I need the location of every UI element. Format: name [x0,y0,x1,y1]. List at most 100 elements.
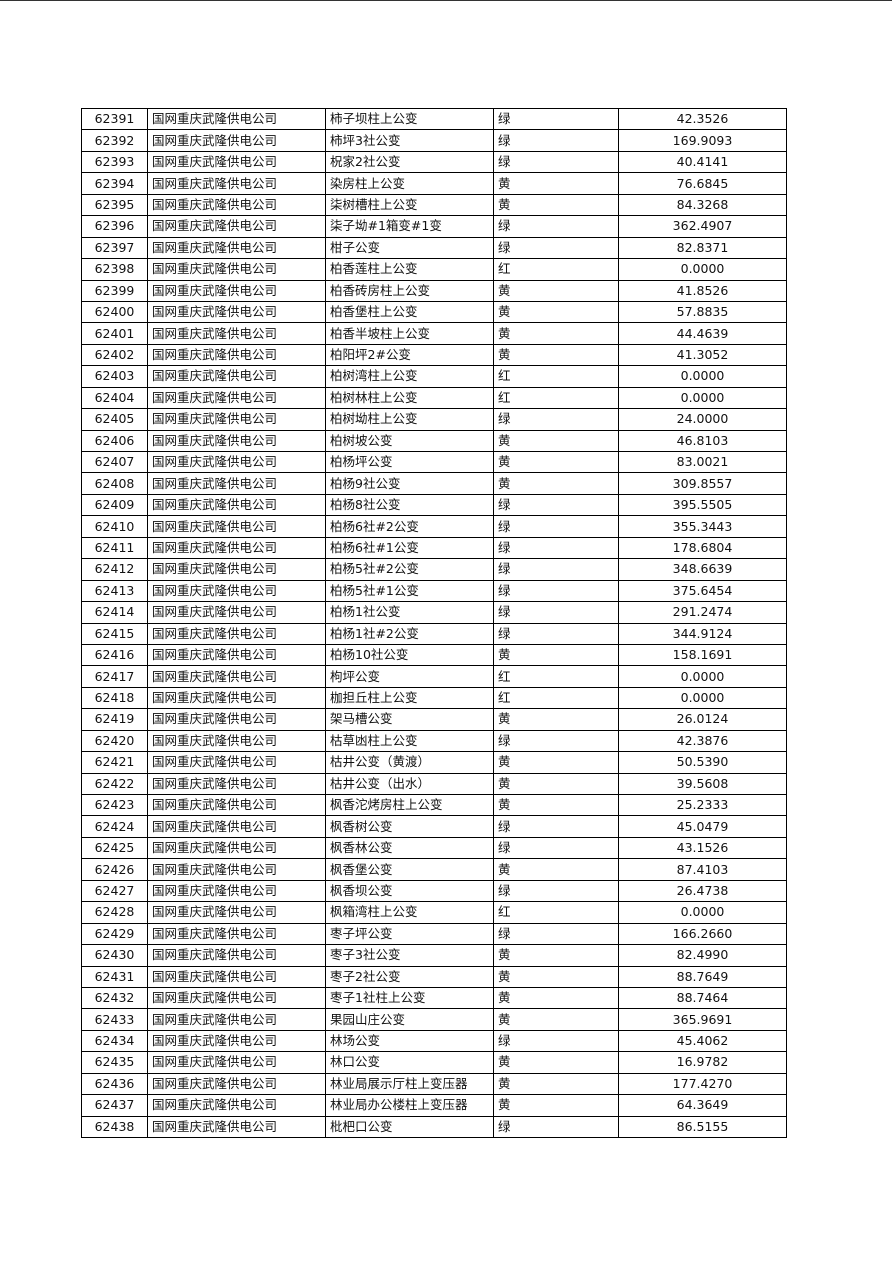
row-station-name: 林口公变 [325,1051,494,1074]
table-row: 62394 国网重庆武隆供电公司 染房柱上公变黄 76.6845 [81,172,787,195]
table-row: 62419 国网重庆武隆供电公司 架马槽公变黄 26.0124 [81,708,787,731]
row-station-name: 柏香半坡柱上公变 [325,322,494,345]
table-row: 62410 国网重庆武隆供电公司 柏杨6社#2公变绿 355.3443 [81,515,787,538]
row-station-name: 枯草凼柱上公变 [325,729,494,753]
row-value: 395.5505 [618,493,787,517]
row-status: 黄 [493,772,619,796]
table-row: 62411 国网重庆武隆供电公司 柏杨6社#1公变绿 178.6804 [81,536,787,560]
row-id: 62433 [81,1008,148,1031]
row-company: 国网重庆武隆供电公司 [147,1008,326,1031]
row-id: 62400 [81,300,148,324]
row-status: 黄 [493,751,619,774]
row-station-name: 枸坪公变 [325,665,494,688]
table-row: 62438 国网重庆武隆供电公司 枇杷口公变绿 86.5155 [81,1115,787,1139]
table-row: 62437 国网重庆武隆供电公司 林业局办公楼柱上变压器黄 64.3649 [81,1094,787,1117]
row-id: 62403 [81,365,148,388]
row-value: 57.8835 [618,300,787,324]
row-company: 国网重庆武隆供电公司 [147,150,326,174]
row-status: 绿 [493,129,619,152]
row-id: 62421 [81,751,148,774]
row-value: 0.0000 [618,365,787,388]
row-id: 62427 [81,879,148,903]
row-id: 62391 [81,107,148,131]
row-company: 国网重庆武隆供电公司 [147,815,326,838]
row-status: 黄 [493,279,619,302]
row-company: 国网重庆武隆供电公司 [147,450,326,474]
table-row: 62397 国网重庆武隆供电公司 柑子公变绿 82.8371 [81,236,787,260]
row-value: 16.9782 [618,1051,787,1074]
row-company: 国网重庆武隆供电公司 [147,236,326,260]
row-company: 国网重庆武隆供电公司 [147,472,326,495]
row-company: 国网重庆武隆供电公司 [147,279,326,302]
row-status: 绿 [493,1029,619,1053]
row-id: 62423 [81,793,148,817]
row-station-name: 枣子2社公变 [325,965,494,988]
row-id: 62399 [81,279,148,302]
row-company: 国网重庆武隆供电公司 [147,579,326,603]
table-row: 62425 国网重庆武隆供电公司 枫香林公变绿 43.1526 [81,836,787,860]
row-station-name: 柏阳坪2#公变 [325,343,494,367]
row-value: 86.5155 [618,1115,787,1139]
table-row: 62429 国网重庆武隆供电公司 枣子坪公变绿 166.2660 [81,922,787,946]
row-station-name: 染房柱上公变 [325,172,494,195]
row-status: 绿 [493,515,619,538]
row-value: 169.9093 [618,129,787,152]
row-status: 黄 [493,1072,619,1096]
row-station-name: 枣子坪公变 [325,922,494,946]
row-value: 41.3052 [618,343,787,367]
row-status: 绿 [493,579,619,603]
row-station-name: 柷家2社公变 [325,150,494,174]
row-id: 62420 [81,729,148,753]
row-value: 365.9691 [618,1008,787,1031]
row-value: 26.4738 [618,879,787,903]
row-company: 国网重庆武隆供电公司 [147,215,326,238]
row-status: 红 [493,258,619,281]
row-station-name: 枣子1社柱上公变 [325,986,494,1010]
row-value: 0.0000 [618,901,787,924]
table-body: 62391 国网重庆武隆供电公司 柿子坝柱上公变绿 42.3526 62392 国网重庆武… [81,107,787,1139]
table-row: 62427 国网重庆武隆供电公司 枫香坝公变绿 26.4738 [81,879,787,903]
row-value: 42.3526 [618,107,787,131]
table-row: 62402 国网重庆武隆供电公司 柏阳坪2#公变黄 41.3052 [81,343,787,367]
table-row: 62420 国网重庆武隆供电公司 枯草凼柱上公变绿 42.3876 [81,729,787,753]
row-id: 62424 [81,815,148,838]
row-status: 绿 [493,879,619,903]
row-value: 0.0000 [618,665,787,688]
row-value: 178.6804 [618,536,787,560]
row-id: 62404 [81,386,148,410]
row-station-name: 柏杨1社#2公变 [325,622,494,645]
row-value: 82.4990 [618,944,787,967]
table-row: 62430 国网重庆武隆供电公司 枣子3社公变黄 82.4990 [81,944,787,967]
row-company: 国网重庆武隆供电公司 [147,322,326,345]
table-row: 62428 国网重庆武隆供电公司 枫箱湾柱上公变红 0.0000 [81,901,787,924]
table-row: 62395 国网重庆武隆供电公司 柒树槽柱上公变黄 84.3268 [81,193,787,217]
row-status: 绿 [493,922,619,946]
row-status: 黄 [493,965,619,988]
table-row: 62414 国网重庆武隆供电公司 柏杨1社公变绿 291.2474 [81,601,787,624]
row-company: 国网重庆武隆供电公司 [147,365,326,388]
row-company: 国网重庆武隆供电公司 [147,1115,326,1139]
table-row: 62405 国网重庆武隆供电公司 柏树坳柱上公变绿 24.0000 [81,408,787,431]
row-company: 国网重庆武隆供电公司 [147,879,326,903]
row-value: 344.9124 [618,622,787,645]
table-row: 62407 国网重庆武隆供电公司 柏杨坪公变黄 83.0021 [81,450,787,474]
row-value: 375.6454 [618,579,787,603]
row-company: 国网重庆武隆供电公司 [147,129,326,152]
row-id: 62436 [81,1072,148,1096]
row-company: 国网重庆武隆供电公司 [147,601,326,624]
row-value: 39.5608 [618,772,787,796]
row-id: 62438 [81,1115,148,1139]
row-station-name: 枫香堡公变 [325,858,494,881]
row-station-name: 柏香堡柱上公变 [325,300,494,324]
row-company: 国网重庆武隆供电公司 [147,944,326,967]
row-company: 国网重庆武隆供电公司 [147,708,326,731]
row-company: 国网重庆武隆供电公司 [147,965,326,988]
row-id: 62398 [81,258,148,281]
row-value: 45.0479 [618,815,787,838]
table-row: 62415 国网重庆武隆供电公司 柏杨1社#2公变绿 344.9124 [81,622,787,645]
row-id: 62393 [81,150,148,174]
row-status: 黄 [493,986,619,1010]
row-id: 62413 [81,579,148,603]
row-station-name: 柒子坳#1箱变#1变 [325,215,494,238]
row-station-name: 柏树林柱上公变 [325,386,494,410]
